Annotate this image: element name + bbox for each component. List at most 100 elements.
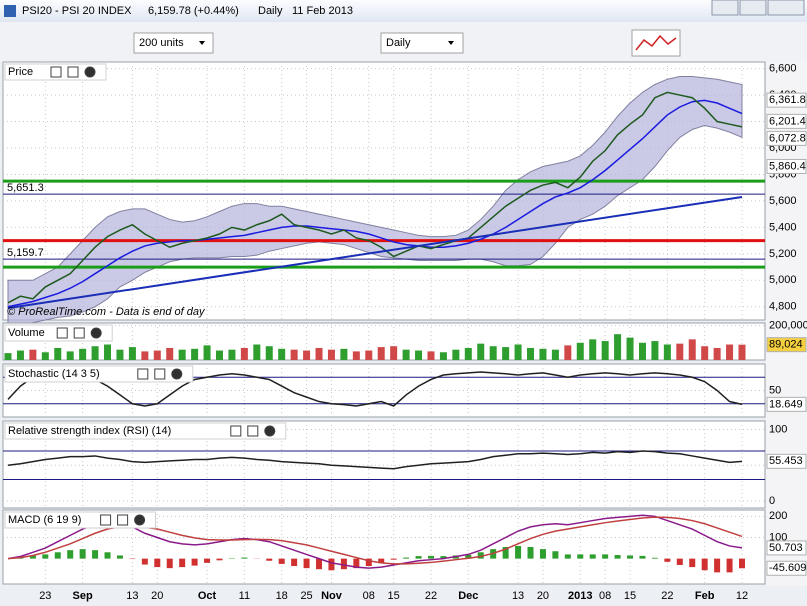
panel-close-icon[interactable] [84, 66, 96, 78]
volume-bar [16, 350, 24, 360]
volume-bar [576, 342, 584, 360]
title-bar [0, 0, 807, 22]
panel-window-icon[interactable] [73, 327, 85, 339]
panel-close-icon[interactable] [134, 514, 146, 526]
histogram-bar [79, 549, 86, 559]
volume-bar [41, 352, 49, 360]
panel-close-icon[interactable] [264, 425, 276, 437]
histogram-bar [191, 558, 198, 566]
volume-bar [265, 346, 273, 360]
histogram-bar [340, 558, 347, 570]
indicator-button[interactable] [631, 29, 681, 57]
histogram-bar [602, 554, 609, 559]
panel-close-icon[interactable] [90, 327, 102, 339]
x-tick-label: Feb [695, 590, 715, 602]
histogram-bar [365, 558, 372, 567]
volume-bar [402, 349, 410, 360]
volume-bar [713, 347, 721, 360]
histogram-bar [104, 552, 111, 559]
instrument: PSI20 - PSI 20 INDEX [22, 5, 132, 17]
units-select[interactable] [133, 32, 214, 54]
y-tick-label: 5,200 [769, 248, 797, 260]
volume-bar [614, 334, 622, 360]
volume-bar [489, 346, 497, 360]
panel-window-icon[interactable] [247, 425, 259, 437]
y-tick-label: 100 [769, 531, 787, 543]
histogram-bar [154, 558, 161, 568]
close-button[interactable] [767, 0, 805, 16]
volume-bar [415, 350, 423, 360]
maximize-button[interactable] [739, 0, 767, 16]
volume-bar [116, 349, 124, 360]
histogram-bar [216, 558, 223, 561]
minimize-button[interactable] [711, 0, 739, 16]
volume-bar [315, 347, 323, 360]
dropdown-arrow [199, 41, 205, 45]
volume-bar [141, 351, 149, 360]
volume-bar [726, 344, 734, 360]
value-tag-label: 6,201.4 [769, 115, 806, 127]
histogram-bar [627, 555, 634, 559]
histogram-bar [427, 555, 434, 559]
series-line [7, 91, 743, 304]
y-tick-label: 5,600 [769, 195, 797, 207]
histogram-bar [390, 558, 397, 560]
x-tick-label: 23 [39, 590, 51, 602]
volume-bar [676, 343, 684, 360]
volume-bar [91, 346, 99, 360]
volume-bar [79, 348, 87, 360]
bollinger-band [7, 76, 743, 328]
x-tick-label: Sep [73, 590, 93, 602]
panel-window-icon[interactable] [117, 514, 129, 526]
volume-bar [4, 353, 12, 360]
panel-title: Stochastic (14 3 5) [8, 368, 100, 380]
histogram-bar [639, 555, 646, 559]
volume-bar [253, 344, 261, 360]
histogram-bar [291, 558, 298, 567]
histogram-bar [179, 558, 186, 568]
volume-bar [365, 350, 373, 360]
histogram-bar [477, 552, 484, 559]
x-tick-label: 11 [239, 590, 250, 602]
x-tick-label: 25 [300, 590, 312, 602]
histogram-bar [651, 557, 658, 559]
panel-wrench-icon[interactable] [137, 368, 149, 380]
volume-bar [153, 350, 161, 360]
volume-bar [502, 347, 510, 360]
x-tick-label: 20 [537, 590, 549, 602]
panel-wrench-icon[interactable] [50, 66, 62, 78]
panel-wrench-icon[interactable] [100, 514, 112, 526]
panel-close-icon[interactable] [171, 368, 183, 380]
timeframe-select[interactable] [380, 32, 464, 54]
panel-wrench-icon[interactable] [230, 425, 242, 437]
y-tick-label: 200 [769, 510, 787, 522]
x-tick-label: Dec [458, 590, 478, 602]
histogram-bar [316, 558, 323, 570]
x-tick-label: 22 [661, 590, 673, 602]
value-tag [766, 453, 807, 469]
histogram-bar [54, 552, 61, 559]
value-tag [766, 337, 807, 353]
histogram-bar [166, 558, 173, 569]
panel-window-icon[interactable] [67, 66, 79, 78]
value-tag [766, 158, 807, 174]
histogram-bar [204, 558, 211, 563]
volume-bar [377, 347, 385, 360]
volume-bar [352, 351, 360, 360]
y-tick-label: 200,000 [769, 319, 807, 331]
histogram-bar [664, 558, 671, 562]
volume-bar [104, 344, 112, 360]
value-tag-label: 50.703 [769, 542, 803, 554]
panel-title: Relative strength index (RSI) (14) [8, 425, 171, 437]
x-tick-label: 20 [151, 590, 163, 602]
histogram-bar [465, 554, 472, 559]
volume-bar [240, 347, 248, 360]
histogram-bar [739, 558, 745, 569]
panel-window-icon[interactable] [154, 368, 166, 380]
y-tick-label: 5,000 [769, 274, 797, 286]
volume-bar [327, 349, 335, 360]
volume-bar [477, 343, 485, 360]
panel-wrench-icon[interactable] [56, 327, 68, 339]
volume-bar [539, 348, 547, 360]
